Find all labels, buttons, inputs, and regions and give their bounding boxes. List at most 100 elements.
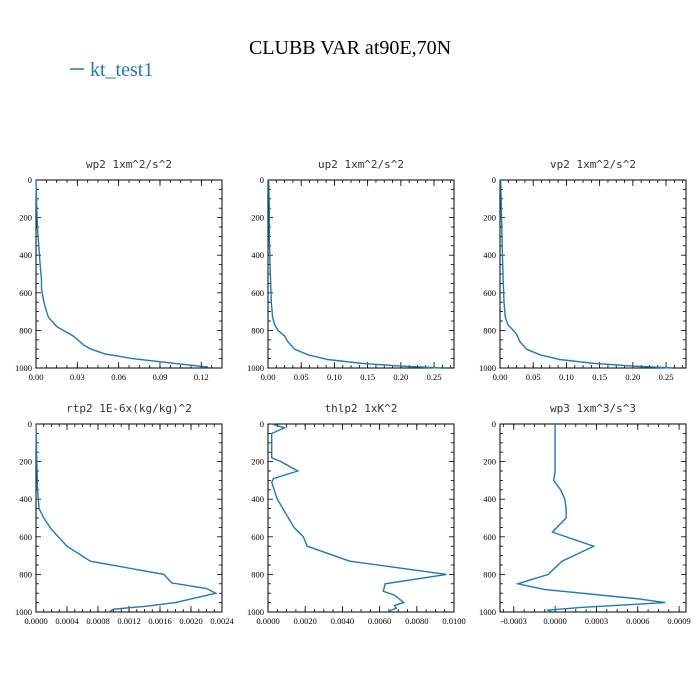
y-tick-label: 600 [483, 532, 496, 542]
plot-frame [35, 179, 223, 369]
y-tick-label: 400 [19, 494, 32, 504]
x-tick-label: 0.25 [427, 372, 442, 382]
x-tick-label: 0.0020 [294, 616, 317, 626]
y-tick-label: 400 [251, 494, 264, 504]
x-tick-label: 0.05 [526, 372, 541, 382]
y-tick-label: 800 [19, 569, 32, 579]
x-tick-label: 0.0000 [256, 616, 279, 626]
series-line [500, 179, 673, 369]
x-tick-label: 0.0020 [179, 616, 202, 626]
x-tick-label: 0.0009 [667, 616, 690, 626]
y-tick-label: 0 [260, 175, 264, 185]
series-line [268, 179, 441, 369]
x-tick-label: 0.25 [659, 372, 674, 382]
y-tick-label: 200 [483, 213, 496, 223]
panel-6: wp3 1xm^3/s^3 0 200 400 600 800 1000 -0.0003 0.0… [479, 402, 691, 626]
y-tick-label: 800 [251, 569, 264, 579]
y-tick-label: 1000 [479, 607, 496, 617]
y-tick-label: 200 [19, 213, 32, 223]
plot-frame [499, 179, 687, 369]
x-tick-label: 0.15 [592, 372, 607, 382]
x-tick-label: 0.12 [194, 372, 209, 382]
y-tick-label: 1000 [479, 363, 496, 373]
panel-title: wp3 1xm^3/s^3 [550, 402, 636, 415]
x-tick-label: 0.03 [70, 372, 85, 382]
y-tick-label: 0 [28, 175, 32, 185]
x-tick-label: 0.10 [327, 372, 342, 382]
panel-title: rtp2 1E-6x(kg/kg)^2 [66, 402, 192, 415]
y-tick-label: 400 [251, 250, 264, 260]
panel-title: up2 1xm^2/s^2 [318, 158, 404, 171]
y-tick-label: 0 [492, 419, 496, 429]
x-tick-label: 0.06 [111, 372, 126, 382]
x-tick-label: 0.0040 [331, 616, 354, 626]
x-tick-label: -0.0003 [501, 616, 527, 626]
x-tick-label: 0.0004 [55, 616, 79, 626]
y-tick-label: 800 [19, 325, 32, 335]
x-tick-label: 0.10 [559, 372, 574, 382]
plot-frame [267, 179, 455, 369]
series-line [270, 423, 447, 612]
x-tick-label: 0.0000 [543, 616, 566, 626]
x-tick-label: 0.0003 [585, 616, 608, 626]
y-tick-label: 200 [251, 457, 264, 467]
y-tick-label: 0 [28, 419, 32, 429]
series-line [35, 423, 218, 613]
y-tick-label: 1000 [247, 363, 264, 373]
x-tick-label: 0.0006 [626, 616, 649, 626]
figure-legend: kt_test1 [70, 59, 153, 81]
y-tick-label: 600 [251, 288, 264, 298]
plot-frame [267, 423, 455, 613]
y-tick-label: 1000 [247, 607, 264, 617]
x-tick-label: 0.0080 [405, 616, 428, 626]
panel-title: wp2 1xm^2/s^2 [86, 158, 172, 171]
y-tick-label: 600 [19, 532, 32, 542]
legend-label: kt_test1 [90, 59, 153, 81]
series-line [515, 424, 666, 613]
x-tick-label: 0.00 [493, 372, 508, 382]
x-tick-label: 0.15 [360, 372, 375, 382]
y-tick-label: 400 [483, 494, 496, 504]
x-tick-label: 0.00 [261, 372, 276, 382]
y-tick-label: 1000 [15, 363, 32, 373]
x-tick-label: 0.0100 [442, 616, 465, 626]
y-tick-label: 0 [492, 175, 496, 185]
y-tick-label: 600 [19, 288, 32, 298]
x-tick-label: 0.0016 [148, 616, 171, 626]
y-tick-label: 200 [19, 457, 32, 467]
figure-title: CLUBB VAR at90E,70N [249, 37, 451, 59]
x-tick-label: 0.05 [294, 372, 309, 382]
series-line [35, 179, 209, 368]
y-tick-label: 400 [483, 250, 496, 260]
x-tick-label: 0.0012 [117, 616, 140, 626]
y-tick-label: 800 [483, 325, 496, 335]
y-tick-label: 800 [251, 325, 264, 335]
plot-frame [35, 423, 223, 613]
panel-4: rtp2 1E-6x(kg/kg)^2020040060080010000.00… [15, 402, 234, 626]
x-tick-label: 0.20 [393, 372, 408, 382]
y-tick-label: 600 [483, 288, 496, 298]
x-tick-label: 0.0060 [368, 616, 391, 626]
y-tick-label: 1000 [15, 607, 32, 617]
panel-title: thlp2 1xK^2 [325, 402, 398, 415]
y-tick-label: 0 [260, 419, 264, 429]
y-tick-label: 800 [483, 569, 496, 579]
x-tick-label: 0.09 [153, 372, 168, 382]
plot-frame [499, 423, 687, 613]
y-tick-label: 200 [251, 213, 264, 223]
y-tick-label: 200 [483, 457, 496, 467]
x-tick-label: 0.0024 [210, 616, 234, 626]
x-tick-label: 0.0008 [86, 616, 109, 626]
x-tick-label: 0.0000 [24, 616, 47, 626]
y-tick-label: 400 [19, 250, 32, 260]
x-tick-label: 0.00 [29, 372, 44, 382]
panel-title: vp2 1xm^2/s^2 [550, 158, 636, 171]
y-tick-label: 600 [251, 532, 264, 542]
x-tick-label: 0.20 [625, 372, 640, 382]
